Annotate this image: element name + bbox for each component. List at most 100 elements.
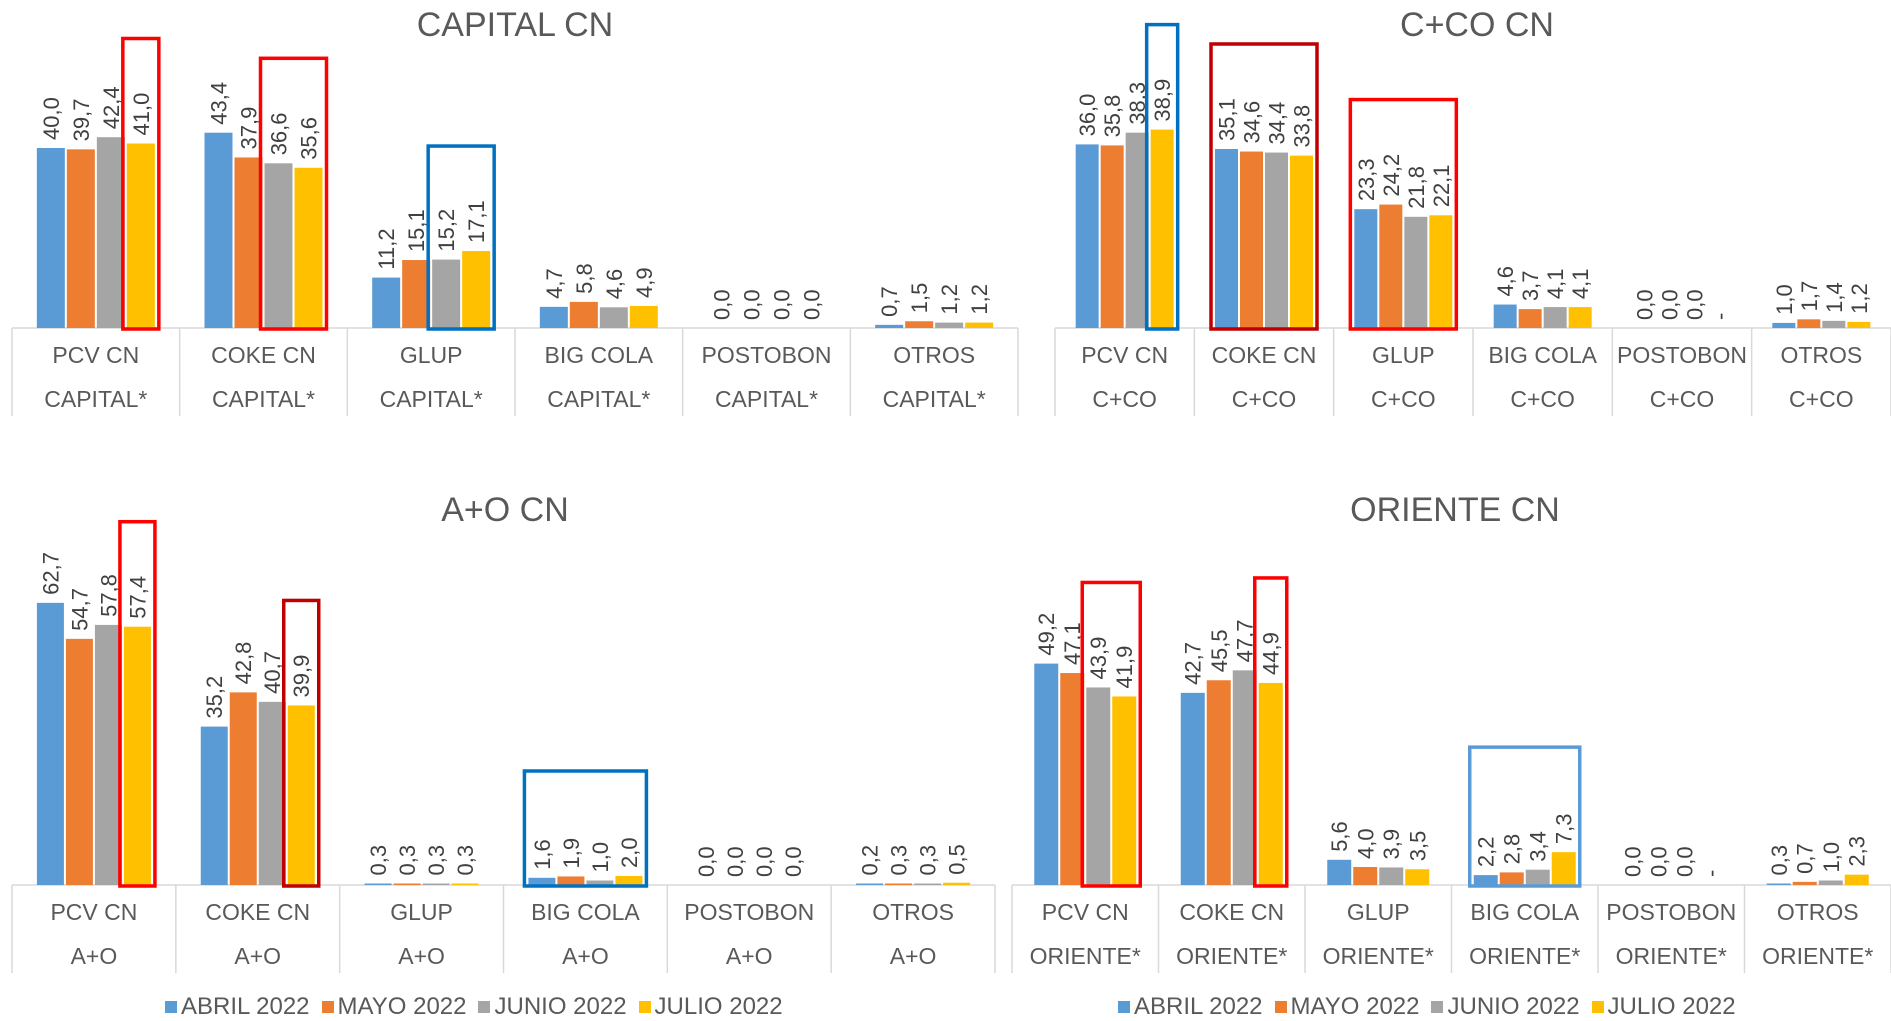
bar — [1772, 322, 1796, 328]
data-label: 34,4 — [1265, 102, 1290, 145]
tick-sublabel: CAPITAL* — [212, 386, 315, 412]
bar — [1327, 859, 1352, 885]
data-label: 35,1 — [1215, 98, 1240, 141]
data-label: 11,2 — [374, 228, 399, 269]
bar — [264, 163, 293, 328]
data-label: 1,2 — [1847, 283, 1872, 314]
bar — [287, 705, 315, 885]
bar — [1518, 309, 1542, 328]
tick-label: BIG COLA — [545, 342, 654, 368]
highlight-box — [1209, 42, 1319, 331]
legend-item-junio: JUNIO 2022 — [478, 993, 627, 1021]
bar — [599, 307, 628, 328]
bar — [1568, 307, 1592, 328]
tick-label: GLUP — [1347, 899, 1410, 925]
bar — [123, 626, 151, 885]
bar — [1766, 883, 1791, 885]
data-label: 0,0 — [1633, 289, 1658, 320]
data-label: 41,0 — [129, 93, 154, 136]
data-label: 3,9 — [1379, 829, 1404, 860]
bar — [1404, 216, 1428, 328]
tick-label: BIG COLA — [1488, 342, 1597, 368]
data-label: 43,9 — [1086, 637, 1111, 680]
highlight-box — [118, 519, 157, 888]
data-label: 23,3 — [1354, 158, 1379, 201]
data-label: 35,8 — [1100, 95, 1125, 138]
highlight-box — [1080, 580, 1142, 888]
tick-label: POSTOBON — [684, 899, 814, 925]
data-label: 1,2 — [967, 284, 992, 315]
data-label: 43,4 — [207, 82, 232, 125]
tick-sublabel: ORIENTE* — [1616, 943, 1727, 969]
data-label: 17,1 — [464, 200, 489, 243]
tick-sublabel: A+O — [890, 943, 937, 969]
legend-swatch — [1118, 1001, 1130, 1013]
chart-title: C+CO CN — [1400, 6, 1554, 44]
bar — [1499, 872, 1524, 885]
bar — [66, 149, 95, 328]
bar — [1215, 148, 1238, 328]
data-label: 57,4 — [125, 576, 150, 619]
data-label: 5,6 — [1327, 821, 1352, 852]
bar — [1150, 129, 1174, 328]
bar — [1551, 852, 1576, 885]
tick-sublabel: C+CO — [1650, 386, 1715, 412]
bar — [1847, 321, 1871, 328]
chart-title: A+O CN — [441, 491, 569, 529]
bar — [1258, 682, 1283, 885]
legend-item-abril: ABRIL 2022 — [1118, 993, 1263, 1021]
tick-label: POSTOBON — [702, 342, 832, 368]
bar — [914, 883, 942, 885]
data-label: 0,3 — [916, 845, 941, 876]
bar — [1525, 869, 1550, 885]
bar — [94, 624, 122, 885]
data-label: 1,0 — [1819, 842, 1844, 873]
data-label: 57,8 — [96, 574, 121, 617]
legend-swatch — [478, 1001, 491, 1013]
data-label: 54,7 — [67, 588, 92, 631]
data-label: 0,0 — [1672, 846, 1697, 877]
chart-title: ORIENTE CN — [1350, 491, 1560, 529]
data-label: 62,7 — [38, 552, 63, 595]
bar — [1060, 673, 1085, 885]
tick-sublabel: CAPITAL* — [44, 386, 147, 412]
tick-label: OTROS — [1780, 342, 1862, 368]
legend-swatch — [1431, 1001, 1444, 1013]
data-label: 0,0 — [752, 846, 777, 877]
bar — [615, 876, 643, 885]
legend-label: MAYO 2022 — [1290, 993, 1420, 1020]
bar — [294, 167, 323, 328]
data-label: 38,9 — [1150, 79, 1175, 122]
bar — [1493, 304, 1517, 328]
data-label: 0,0 — [694, 846, 719, 877]
data-label: 0,0 — [770, 289, 795, 320]
legend-item-julio: JULIO 2022 — [638, 993, 783, 1021]
bar — [204, 132, 233, 328]
data-label: 1,5 — [907, 283, 932, 314]
highlight-box — [1348, 97, 1459, 331]
data-label: 4,7 — [542, 268, 567, 299]
chart-title: CAPITAL CN — [417, 6, 613, 44]
tick-label: OTROS — [893, 342, 975, 368]
data-label: 37,9 — [237, 107, 262, 150]
bar — [905, 321, 934, 328]
data-label: 39,9 — [289, 655, 314, 698]
data-label: 0,0 — [1683, 289, 1708, 320]
bar — [965, 322, 994, 328]
data-label: 35,2 — [202, 676, 227, 719]
bar — [1125, 132, 1149, 328]
data-label: 1,6 — [530, 839, 555, 870]
bar — [364, 883, 392, 885]
data-label: 42,7 — [1181, 642, 1206, 685]
data-label: 1,7 — [1797, 281, 1822, 312]
bar — [1822, 320, 1846, 328]
bar — [126, 143, 155, 328]
data-label: 3,5 — [1405, 831, 1430, 862]
bar — [1379, 867, 1404, 885]
bar — [1265, 152, 1288, 328]
data-label: 0,2 — [858, 845, 883, 876]
data-label: 0,0 — [1646, 846, 1671, 877]
tick-sublabel: CAPITAL* — [380, 386, 483, 412]
bar — [1180, 692, 1205, 885]
